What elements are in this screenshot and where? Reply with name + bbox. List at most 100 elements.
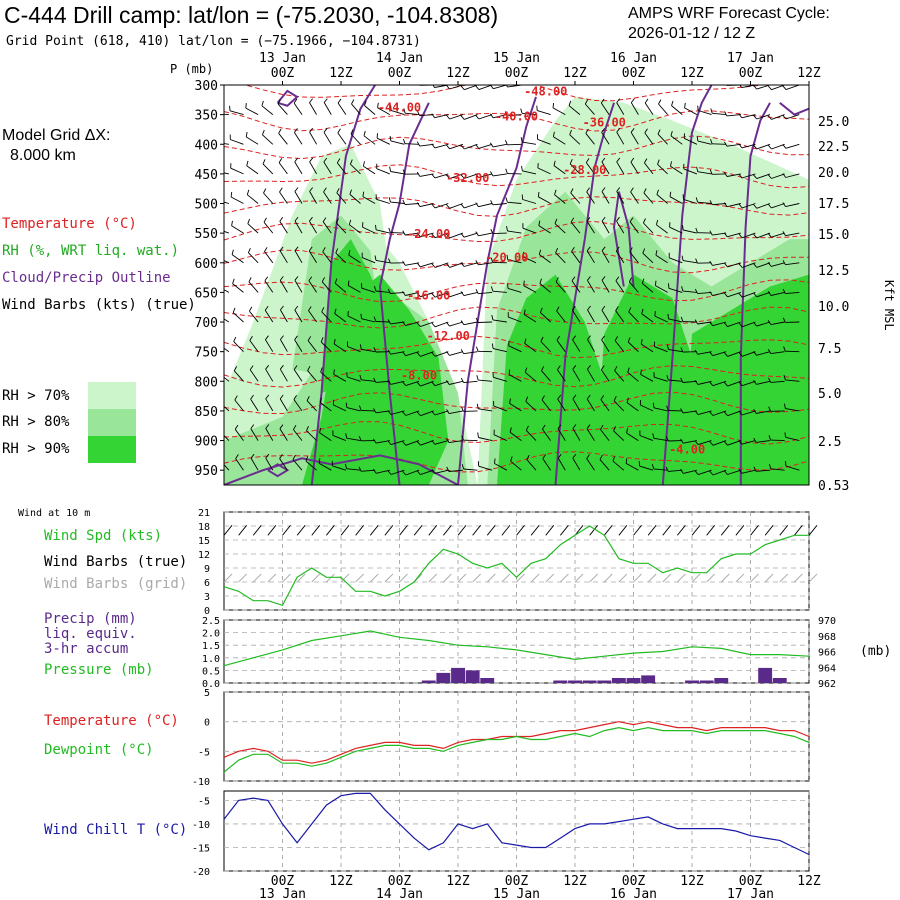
wind-barb-shaft [697, 291, 712, 295]
wind-barb-shaft [309, 161, 317, 175]
wind-barb-shaft [726, 203, 741, 208]
wind-barb-shaft [587, 309, 595, 323]
wind-barb-flag [670, 130, 673, 137]
wind-barb-flag [359, 374, 362, 380]
surface-grid-wind-barb [618, 573, 628, 583]
wind-barb-shaft [336, 162, 347, 175]
model-grid-value: 8.000 km [10, 147, 76, 164]
wind-barb-flag [557, 365, 561, 370]
wind-barb-flag [709, 441, 714, 446]
wind-barb-flag [601, 305, 606, 311]
wind-barb-flag [232, 278, 235, 284]
wind-barb-flag [294, 157, 299, 163]
wind-barb-flag [630, 157, 635, 163]
wind-barb-flag [219, 426, 221, 431]
surface-grid-wind-barb [340, 573, 350, 583]
wind-barb-shaft [727, 351, 741, 357]
wind-barb-shaft [337, 132, 347, 145]
wind-barb-shaft [522, 199, 537, 204]
surface-wind-barb [326, 525, 335, 536]
time-tick-label-bottom: 12Z [563, 874, 587, 889]
wind-barb-shaft [615, 250, 625, 264]
time-tick-label-bottom: 00Z [388, 874, 412, 889]
wind-barb-shaft [375, 440, 390, 444]
wind-barb-shaft [233, 370, 244, 382]
wind-barb-shaft [613, 430, 625, 441]
wind-barb-shaft [250, 398, 259, 412]
wind-barb-flag [656, 189, 659, 195]
wind-barb-flag [320, 337, 324, 343]
surface-wind-barb [603, 525, 613, 536]
wind-barb-flag [387, 379, 392, 385]
forecast-cycle-label: AMPS WRF Forecast Cycle: [628, 5, 830, 22]
time-tick-label-bottom: 00Z [739, 874, 763, 889]
precip-bar [699, 680, 714, 683]
temperature-tick-label: 5 [204, 688, 210, 699]
wind-barb-shaft [712, 321, 727, 327]
surface-wind-barb [399, 525, 408, 536]
wind-barb-flag [446, 437, 450, 443]
wind-barb-shaft [770, 262, 785, 267]
wind-barb-shaft [347, 376, 361, 382]
wind-barb-flag [389, 166, 392, 172]
wind-barb-shaft [263, 192, 274, 204]
wind-barb-shaft [233, 341, 244, 353]
wind-barb-shaft [712, 380, 727, 387]
legend-wind-barbs: Wind Barbs (kts) (true) [2, 297, 196, 313]
wind-speed-line [223, 525, 809, 607]
wind-barb-shaft [654, 346, 668, 353]
height-axis-label: Kft MSL [882, 280, 896, 331]
wind-barb-shaft [557, 457, 566, 471]
surface-wind-barb [647, 525, 657, 536]
wind-barb-flag [431, 410, 436, 416]
wind-barb-shaft [556, 310, 566, 323]
wind-barb-shaft [742, 232, 756, 239]
wind-barb-shaft [785, 203, 800, 208]
wind-barb-flag [475, 144, 480, 149]
temperature-contour-label: -20.00 [485, 251, 528, 265]
wind-barb-flag [554, 189, 557, 195]
wind-barb-flag [373, 438, 377, 444]
wind-barb-flag [537, 191, 540, 197]
wind-barb-shaft [756, 85, 771, 90]
temperature-contour-label: -28.00 [563, 163, 606, 177]
wind-barb-flag [460, 349, 464, 354]
wind-barb-shaft [334, 313, 347, 323]
wind-barb-flag [231, 249, 234, 255]
cloud-outline-4 [457, 96, 537, 485]
wind-barb-shaft [726, 114, 741, 117]
wind-barb-shaft [712, 291, 727, 297]
wind-barb-flag [337, 128, 341, 134]
wind-barb-flag [294, 305, 299, 311]
wind-barb-flag [665, 436, 669, 442]
wind-barb-flag [359, 405, 362, 411]
wind-barb-flag [630, 98, 635, 103]
wind-barb-flag [446, 321, 450, 327]
wind-barb-flag [554, 218, 558, 224]
date-label-top: 13 Jan [259, 51, 306, 66]
wind-barb-flag [246, 189, 250, 195]
wind-barb-flag [248, 277, 252, 283]
wind-barb-flag [767, 320, 772, 325]
wind-barb-flag [782, 202, 786, 207]
temperature-contour-label: -40.00 [495, 110, 538, 124]
time-tick-label-top: 12Z [680, 66, 704, 81]
surface-wind-barb [384, 525, 394, 536]
wind-barb-shaft [712, 410, 727, 416]
height-tick-label: 20.0 [818, 166, 849, 181]
wind-barb-flag [307, 365, 311, 371]
wind-barb-flag [767, 291, 772, 296]
wind-barb-flag [552, 131, 555, 137]
wind-barb-flag [265, 335, 269, 340]
wind-barb-shaft [642, 283, 654, 293]
wind-barb-shaft [639, 465, 654, 471]
legend-temperature: Temperature (°C) [2, 216, 137, 232]
wind-barb-flag [358, 436, 362, 441]
wind-barb-shaft [265, 428, 274, 441]
wind-barb-flag [723, 470, 728, 475]
wind-barb-shaft [449, 173, 464, 180]
wind-barb-flag [322, 217, 327, 222]
wind-barb-flag [616, 187, 621, 192]
wind-barb-flag [324, 69, 327, 73]
wind-barb-flag [555, 277, 559, 283]
